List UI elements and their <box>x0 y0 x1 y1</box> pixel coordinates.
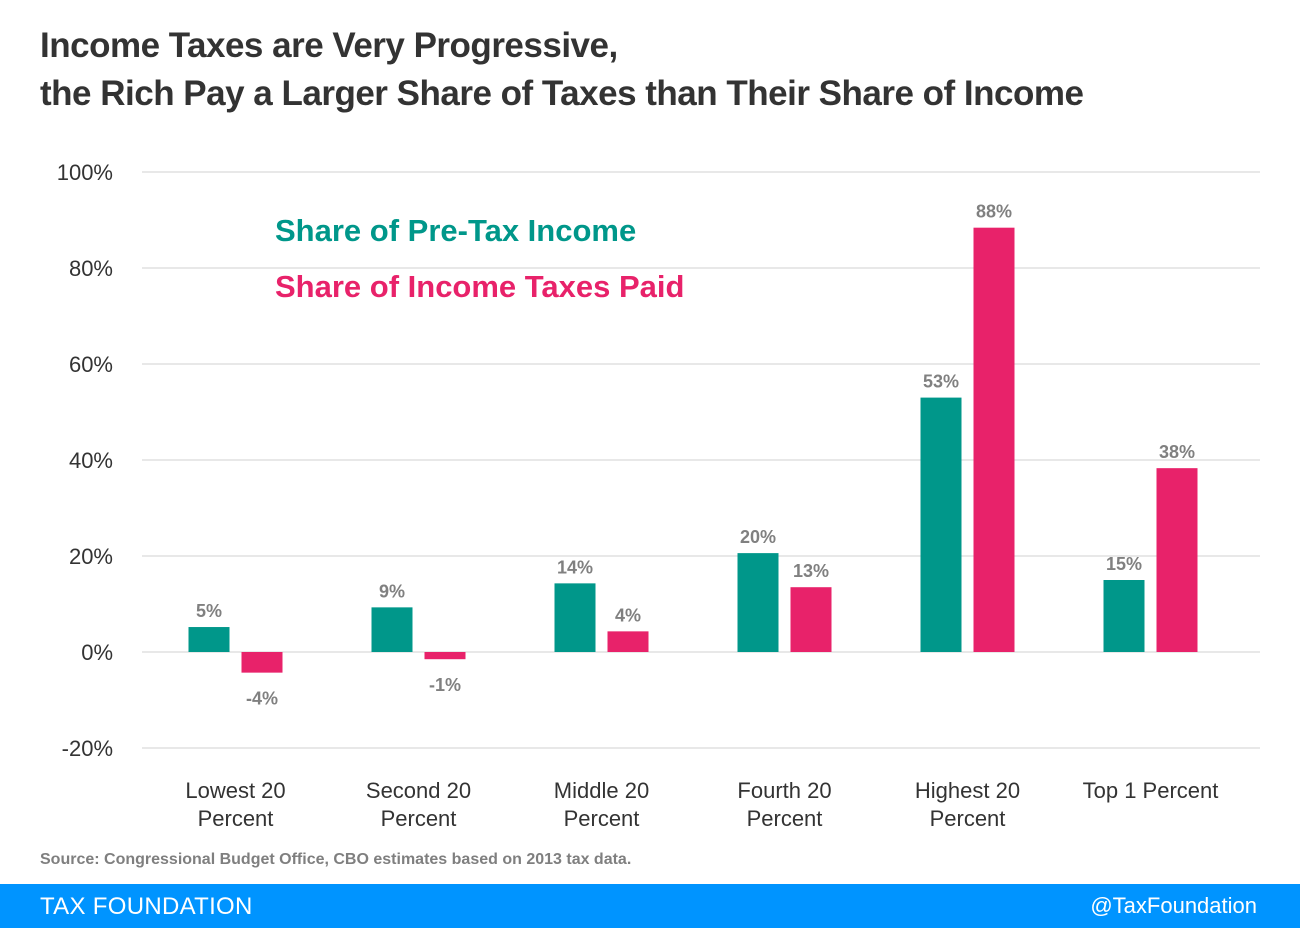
taxes-paid-bar <box>607 631 649 652</box>
x-category-label: Lowest 20 <box>185 778 285 803</box>
x-category-label: Highest 20 <box>915 778 1020 803</box>
x-category-label: Percent <box>747 806 823 831</box>
x-category-label: Percent <box>930 806 1006 831</box>
chart-title: Income Taxes are Very Progressive, the R… <box>40 22 1260 118</box>
legend-taxes-paid: Share of Income Taxes Paid <box>275 269 684 304</box>
x-category-label: Top 1 Percent <box>1083 778 1219 803</box>
taxes-paid-bar <box>790 587 832 652</box>
data-label: 13% <box>793 561 829 581</box>
bar-chart: 100% 80% 60% 40% 20% 0% -20% 5% -4% 9% -1% 14% 4% 20… <box>57 160 1260 831</box>
gridlines <box>142 171 1260 749</box>
y-tick-label: 40% <box>69 448 113 473</box>
data-label: 9% <box>379 581 405 601</box>
footer-bar: TAX FOUNDATION @TaxFoundation <box>0 884 1300 928</box>
footer-brand: TAX FOUNDATION <box>40 893 253 920</box>
income-share-bar <box>554 583 596 652</box>
y-tick-label: -20% <box>62 736 113 761</box>
data-label: -4% <box>246 689 278 709</box>
data-label: -1% <box>429 675 461 695</box>
source-note: Source: Congressional Budget Office, CBO… <box>40 851 632 868</box>
data-label: 38% <box>1159 442 1195 462</box>
income-share-bar <box>188 627 230 652</box>
y-axis: 100% 80% 60% 40% 20% 0% -20% <box>57 160 113 761</box>
y-tick-label: 80% <box>69 256 113 281</box>
income-share-bar <box>1103 580 1145 652</box>
x-category-label: Percent <box>564 806 640 831</box>
data-label: 20% <box>740 527 776 547</box>
taxes-paid-bar <box>241 652 283 673</box>
taxes-paid-bar <box>424 652 466 660</box>
y-tick-label: 0% <box>81 640 113 665</box>
y-tick-label: 20% <box>69 544 113 569</box>
income-share-bar <box>371 607 413 652</box>
bars <box>188 227 1198 673</box>
data-label: 53% <box>923 372 959 392</box>
data-labels: 5% -4% 9% -1% 14% 4% 20% 13% 53% 88% 15% 38% <box>196 202 1195 709</box>
legend-income-share: Share of Pre-Tax Income <box>275 213 636 248</box>
data-label: 4% <box>615 605 641 625</box>
chart-title-line-2: the Rich Pay a Larger Share of Taxes tha… <box>40 74 1084 113</box>
income-share-bar <box>920 397 962 652</box>
data-label: 88% <box>976 202 1012 222</box>
y-tick-label: 60% <box>69 352 113 377</box>
x-category-label: Percent <box>198 806 274 831</box>
legend: Share of Pre-Tax Income Share of Income T… <box>275 213 684 304</box>
income-share-bar <box>737 553 779 652</box>
taxes-paid-bar <box>973 227 1015 652</box>
taxes-paid-bar <box>1156 468 1198 652</box>
x-category-label: Second 20 <box>366 778 471 803</box>
data-label: 5% <box>196 601 222 621</box>
data-label: 14% <box>557 557 593 577</box>
y-tick-label: 100% <box>57 160 113 185</box>
chart-title-line-1: Income Taxes are Very Progressive, <box>40 26 618 65</box>
data-label: 15% <box>1106 554 1142 574</box>
x-category-label: Percent <box>381 806 457 831</box>
footer-handle: @TaxFoundation <box>1090 893 1257 918</box>
x-axis: Lowest 20 Percent Second 20 Percent Middle 2… <box>185 778 1218 831</box>
x-category-label: Middle 20 <box>554 778 649 803</box>
x-category-label: Fourth 20 <box>737 778 831 803</box>
